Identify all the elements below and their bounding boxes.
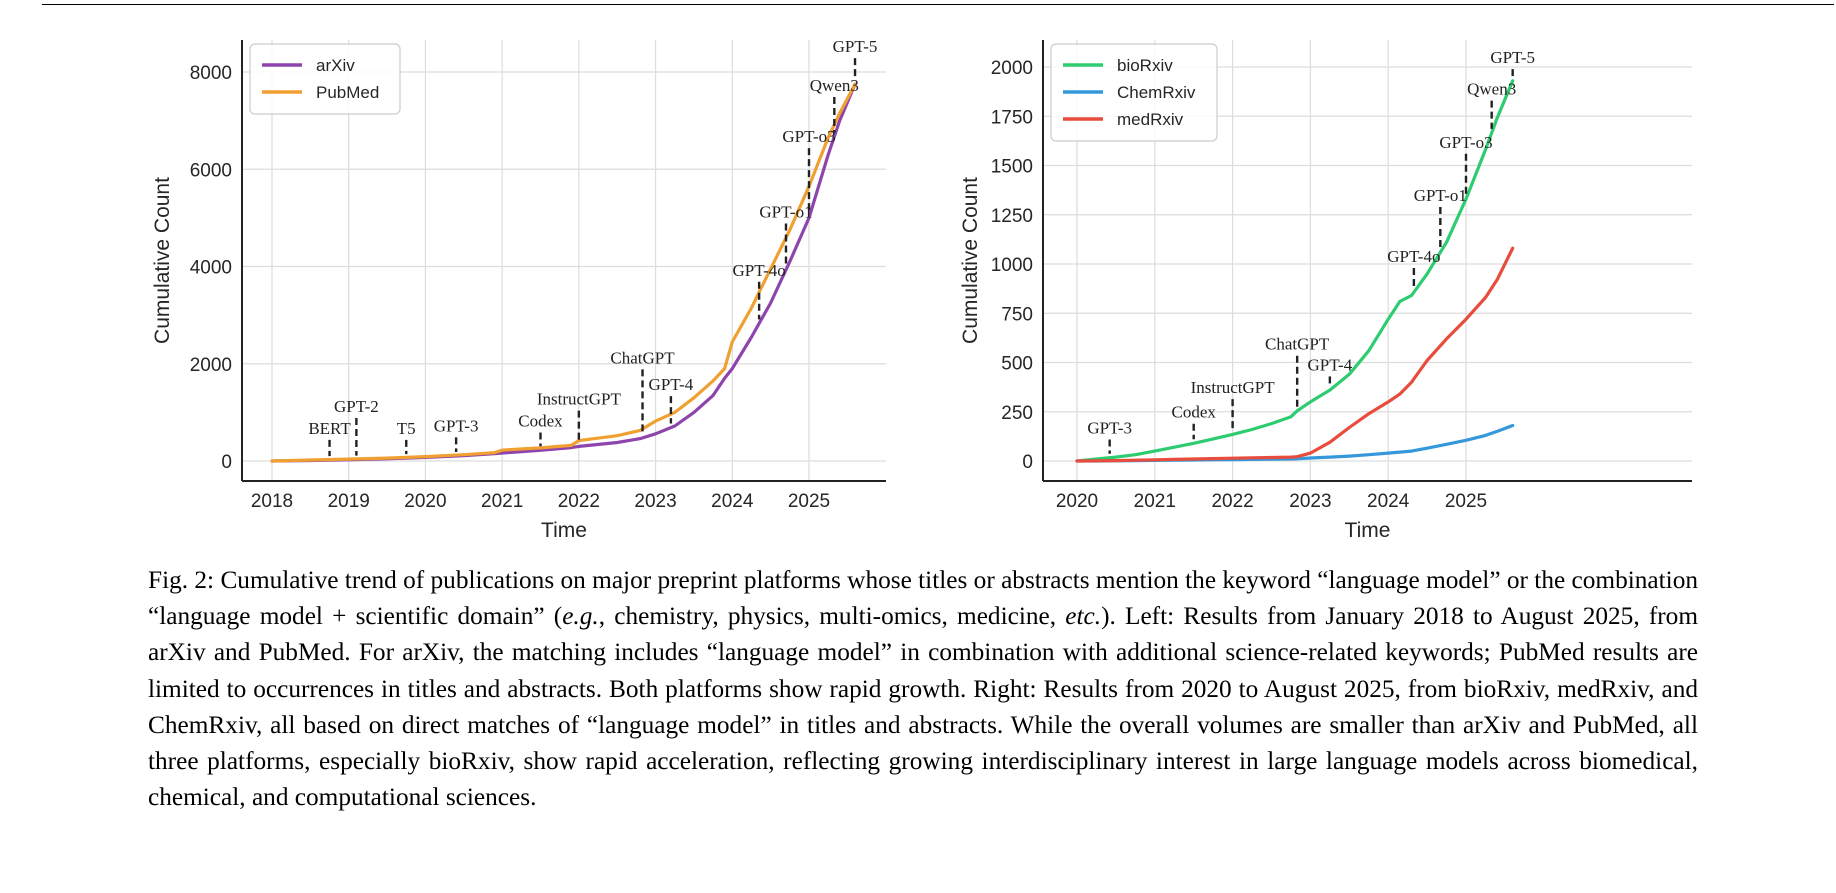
left-chart-annotation: GPT-o1 (759, 202, 813, 266)
left-chart-x-tick: 2021 (481, 491, 523, 512)
right-chart-x-tick: 2023 (1289, 491, 1331, 512)
svg-text:GPT-4o: GPT-4o (733, 261, 786, 280)
svg-text:GPT-5: GPT-5 (1490, 48, 1535, 67)
svg-text:Qwen3: Qwen3 (810, 76, 859, 95)
left-chart-annotation: BERT (308, 419, 351, 457)
figure-label: Fig. 2: (148, 566, 215, 594)
svg-text:GPT-2: GPT-2 (334, 397, 379, 416)
left-chart-annotation: GPT-3 (434, 416, 479, 452)
svg-text:T5: T5 (397, 419, 416, 438)
right-chart-y-tick: 1250 (991, 206, 1033, 227)
svg-text:Codex: Codex (1172, 403, 1217, 422)
svg-text:GPT-o3: GPT-o3 (782, 127, 835, 146)
caption-text-2: , chemistry, physics, multi-omics, medic… (598, 602, 1066, 631)
caption-text-3: ). Left: Results from January 2018 to Au… (148, 602, 1699, 812)
chart-left-arxiv-pubmed: BERT GPT-2 T5 GPT-3 Codex InstructGPT ChatGPT G… (151, 37, 886, 542)
right-chart-annotation: GPT-o1 (1414, 186, 1467, 249)
right-chart-legend: bioRxiv ChemRxiv medRxiv (1050, 43, 1218, 142)
right-chart-x-tick: 2024 (1367, 491, 1410, 512)
right-chart-x-label: Time (1345, 519, 1391, 542)
right-chart-line-medrxiv (1075, 246, 1515, 463)
left-chart-x-tick: 2024 (711, 491, 754, 512)
left-chart-y-tick: 0 (221, 452, 232, 473)
left-chart-x-tick: 2019 (328, 491, 370, 512)
svg-text:GPT-3: GPT-3 (1087, 418, 1132, 437)
legend-label-biorxiv: bioRxiv (1117, 56, 1173, 75)
figure-caption: Fig. 2: Cumulative trend of publications… (148, 562, 1698, 815)
right-chart-y-tick: 1000 (991, 255, 1033, 276)
svg-text:InstructGPT: InstructGPT (537, 390, 622, 409)
legend-label-pubmed: PubMed (316, 83, 379, 102)
right-chart-annotation: GPT-3 (1087, 418, 1132, 454)
right-chart-x-tick: 2022 (1211, 491, 1253, 512)
right-chart-y-tick: 1750 (991, 107, 1033, 128)
legend-label-chemrxiv: ChemRxiv (1117, 83, 1196, 102)
svg-text:ChatGPT: ChatGPT (1265, 335, 1330, 354)
right-chart-x-tick: 2021 (1134, 491, 1176, 512)
right-chart-y-tick: 0 (1022, 452, 1033, 473)
svg-text:Qwen3: Qwen3 (1467, 80, 1516, 99)
legend-label-arxiv: arXiv (316, 56, 355, 75)
left-chart-y-tick: 2000 (190, 355, 232, 376)
left-chart-annotation: InstructGPT (537, 390, 622, 443)
left-chart-y-tick: 8000 (190, 63, 232, 84)
left-chart-x-tick: 2023 (634, 491, 676, 512)
left-chart-annotation: GPT-o3 (782, 127, 836, 214)
left-chart-x-tick: 2018 (251, 491, 293, 512)
left-chart-annotation: GPT-2 (334, 397, 379, 456)
caption-text-1: Cumulative trend of publications on majo… (148, 566, 1699, 631)
caption-italic-etc: etc. (1065, 602, 1102, 631)
caption-italic-eg: e.g. (562, 602, 599, 631)
right-chart-annotation: GPT-4o (1387, 247, 1440, 289)
left-chart-annotation: GPT-4o (733, 261, 786, 320)
svg-text:GPT-3: GPT-3 (434, 416, 479, 435)
right-chart-y-tick: 500 (1001, 354, 1033, 375)
svg-text:BERT: BERT (308, 419, 351, 438)
right-chart-y-tick: 2000 (991, 58, 1033, 79)
right-chart-line-biorxiv (1075, 79, 1515, 463)
right-chart-y-tick: 750 (1001, 304, 1033, 325)
left-chart-y-tick: 4000 (190, 258, 232, 279)
svg-text:GPT-4: GPT-4 (1307, 355, 1352, 374)
right-chart-annotation: GPT-5 (1490, 48, 1535, 77)
left-chart-annotation: T5 (397, 419, 416, 455)
svg-text:GPT-o1: GPT-o1 (1414, 186, 1467, 205)
right-chart-y-tick: 1500 (991, 157, 1033, 178)
svg-text:Codex: Codex (518, 412, 563, 431)
left-chart-x-tick: 2020 (404, 491, 446, 512)
left-chart-y-label: Cumulative Count (151, 177, 174, 344)
svg-text:GPT-4o: GPT-4o (1387, 247, 1440, 266)
right-chart-annotation: GPT-4 (1307, 355, 1353, 387)
left-chart-annotation: Qwen3 (810, 76, 859, 133)
right-chart-annotation: GPT-o3 (1439, 133, 1493, 195)
svg-text:ChatGPT: ChatGPT (610, 348, 675, 367)
right-chart-annotation: Qwen3 (1467, 80, 1516, 129)
right-chart-x-tick: 2020 (1056, 491, 1098, 512)
left-chart-annotation: Codex (518, 412, 563, 447)
right-chart-annotation: Codex (1172, 403, 1217, 440)
right-chart-grid (1043, 40, 1692, 481)
left-chart-annotation: GPT-5 (833, 37, 878, 81)
left-chart-annotation: GPT-4 (649, 375, 694, 424)
svg-text:GPT-5: GPT-5 (833, 37, 878, 56)
right-chart-annotation: ChatGPT (1265, 335, 1330, 407)
svg-text:GPT-o1: GPT-o1 (759, 202, 812, 221)
svg-text:InstructGPT: InstructGPT (1191, 378, 1276, 397)
legend-label-medrxiv: medRxiv (1117, 110, 1184, 129)
left-chart-annotation: ChatGPT (610, 348, 675, 434)
page-top-rule (42, 4, 1834, 5)
right-chart-x-tick: 2025 (1445, 491, 1487, 512)
left-chart-y-tick: 6000 (190, 160, 232, 181)
right-chart-annotation: InstructGPT (1191, 378, 1276, 431)
right-chart-y-label: Cumulative Count (959, 177, 982, 344)
svg-text:GPT-4: GPT-4 (649, 375, 694, 394)
left-chart-x-label: Time (541, 519, 587, 542)
svg-text:GPT-o3: GPT-o3 (1439, 133, 1492, 152)
left-chart-x-tick: 2025 (788, 491, 830, 512)
left-chart-x-tick: 2022 (558, 491, 600, 512)
right-chart-y-tick: 250 (1001, 403, 1033, 424)
left-chart-legend: arXiv PubMed (249, 43, 401, 115)
